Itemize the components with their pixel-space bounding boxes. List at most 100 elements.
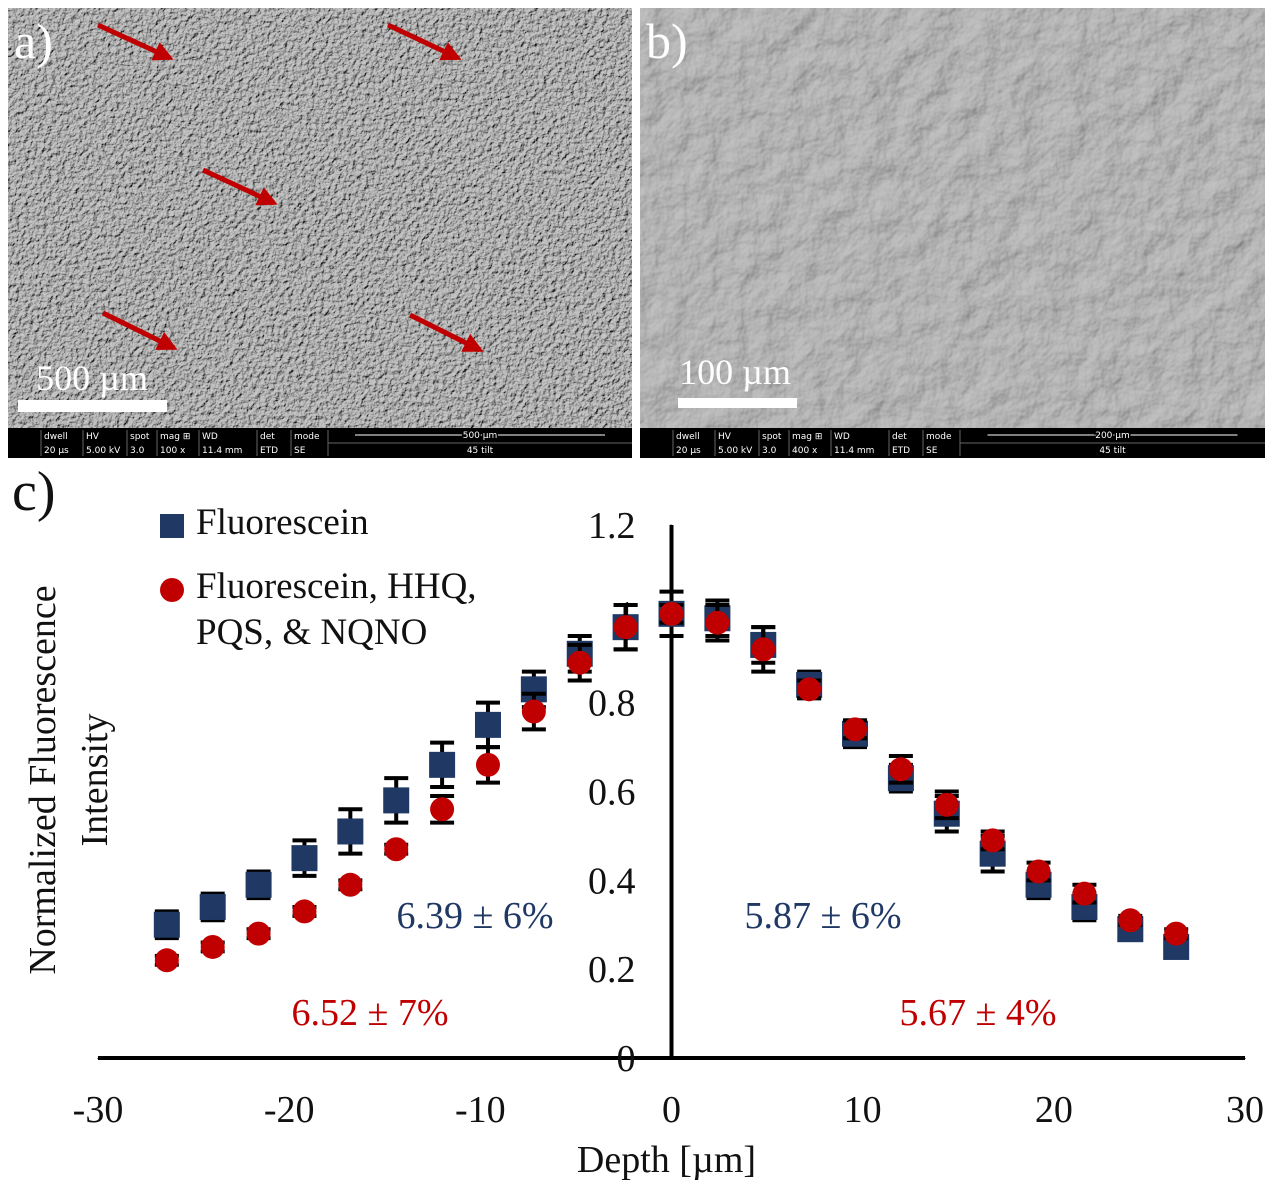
y-axis-label: Intensity — [74, 714, 116, 847]
legend-item: Fluorescein, HHQ, PQS, & NQNO — [160, 564, 520, 656]
info-value: 5.00 kV — [86, 446, 121, 456]
legend-symbol — [160, 514, 184, 538]
x-tick-label: 10 — [844, 1089, 882, 1131]
marker-circle — [154, 948, 179, 973]
marker-circle — [888, 757, 913, 782]
marker-circle — [934, 792, 959, 817]
marker-circle — [1118, 908, 1143, 933]
info-header: HV — [86, 432, 100, 442]
info-value: 5.00 kV — [718, 446, 753, 456]
marker-circle — [751, 637, 776, 662]
marker-circle — [1026, 859, 1051, 884]
info-value: 3.0 — [762, 446, 777, 456]
info-tilt: 45 tilt — [467, 446, 494, 456]
arrow — [408, 312, 484, 353]
annotation: 6.39 ± 6% — [396, 895, 553, 937]
panel-label: a) — [14, 13, 53, 69]
info-header: WD — [202, 432, 218, 442]
info-value: 3.0 — [130, 446, 145, 456]
arrow — [201, 167, 278, 206]
marker-square — [291, 845, 318, 872]
info-scale: 200 µm — [1095, 431, 1130, 441]
marker-circle — [292, 899, 317, 924]
panel-label: b) — [646, 13, 688, 69]
marker-circle — [200, 934, 225, 959]
info-value: 11.4 mm — [202, 446, 242, 456]
marker-circle — [475, 752, 500, 777]
y-tick-label: 0.8 — [588, 683, 636, 725]
info-value: 400 x — [792, 446, 818, 456]
arrow — [386, 22, 462, 61]
annotation: 5.87 ± 6% — [744, 895, 901, 937]
marker-square — [153, 911, 180, 938]
info-value: 100 x — [160, 446, 186, 456]
info-header: det — [260, 432, 275, 442]
arrows — [96, 22, 484, 353]
marker-circle — [430, 797, 455, 822]
arrow — [101, 310, 178, 351]
y-axis-label: Normalized Fluorescence — [22, 585, 64, 974]
info-header: dwell — [676, 432, 700, 442]
info-value: 20 µs — [676, 446, 701, 456]
info-value: SE — [294, 446, 306, 456]
info-header: spot — [762, 432, 782, 442]
marker-circle — [843, 717, 868, 742]
marker-circle — [246, 921, 271, 946]
y-tick-label: 0.2 — [588, 949, 636, 991]
info-scale: 500 µm — [463, 431, 498, 441]
marker-square — [429, 751, 456, 778]
marker-circle — [384, 837, 409, 862]
x-tick-label: 0 — [662, 1089, 681, 1131]
marker-circle — [659, 601, 684, 626]
x-axis-label: Depth [µm] — [577, 1139, 756, 1181]
annotation: 6.52 ± 7% — [291, 992, 448, 1034]
info-header: HV — [718, 432, 732, 442]
marker-circle — [567, 650, 592, 675]
marker-circle — [613, 615, 638, 640]
scale-bar — [18, 400, 167, 412]
arrow — [96, 22, 174, 61]
marker-circle — [338, 872, 363, 897]
legend-label: Fluorescein, HHQ, PQS, & NQNO — [196, 566, 477, 653]
annotation: 5.67 ± 4% — [899, 992, 1056, 1034]
x-tick-label: -20 — [264, 1089, 315, 1131]
legend: Fluorescein Fluorescein, HHQ, PQS, & NQNO — [160, 500, 520, 674]
marker-square — [474, 711, 501, 738]
marker-square — [337, 818, 364, 845]
x-tick-label: 30 — [1226, 1089, 1264, 1131]
info-value: ETD — [260, 446, 278, 456]
info-header: dwell — [44, 432, 68, 442]
info-header: det — [892, 432, 907, 442]
marker-square — [383, 787, 410, 814]
info-header: mode — [294, 432, 320, 442]
x-tick-label: -10 — [455, 1089, 506, 1131]
x-tick-label: 20 — [1035, 1089, 1073, 1131]
legend-label: Fluorescein — [196, 502, 369, 543]
sem-texture-b — [640, 8, 1265, 428]
legend-item: Fluorescein — [160, 500, 520, 546]
info-tilt: 45 tilt — [1099, 446, 1126, 456]
panel-label: c) — [12, 461, 56, 523]
info-header: WD — [834, 432, 850, 442]
y-tick-label: 0.6 — [588, 772, 636, 814]
marker-circle — [705, 610, 730, 635]
marker-circle — [521, 699, 546, 724]
scale-bar-label: 100 µm — [679, 352, 791, 392]
info-value: 11.4 mm — [834, 446, 874, 456]
scale-bar-label: 500 µm — [36, 358, 148, 398]
y-tick-label: 0.4 — [588, 860, 636, 902]
marker-circle — [1072, 881, 1097, 906]
legend-symbol — [160, 578, 184, 602]
info-header: mag ⊞ — [792, 432, 822, 442]
marker-circle — [1164, 921, 1189, 946]
marker-circle — [980, 828, 1005, 853]
info-header: spot — [130, 432, 150, 442]
info-value: ETD — [892, 446, 910, 456]
marker-square — [245, 871, 272, 898]
info-header: mag ⊞ — [160, 432, 190, 442]
marker-square — [199, 893, 226, 920]
info-value: SE — [926, 446, 938, 456]
info-header: mode — [926, 432, 952, 442]
